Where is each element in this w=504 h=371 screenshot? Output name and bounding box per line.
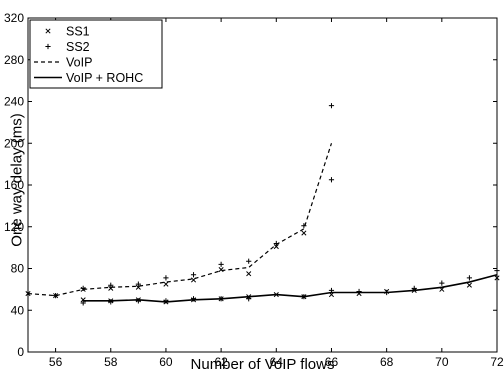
- x-tick-label: 62: [214, 355, 228, 369]
- series-line-voip-rohc: [83, 273, 498, 303]
- ss2-point: [190, 296, 197, 302]
- legend-label-voip-rohc: VoIP + ROHC: [66, 71, 143, 85]
- legend-box: [29, 19, 163, 89]
- ss2-point: [439, 280, 445, 286]
- ss1-point: [246, 271, 252, 277]
- y-tick-label: 320: [4, 11, 24, 25]
- axis-ticks: 56 58 60 62 64 66 68 70 72 0 40 80 120 160 200 240 280 32…: [4, 11, 504, 369]
- x-tick-label: 66: [325, 355, 339, 369]
- x-tick-label: 56: [49, 355, 63, 369]
- ss2-point: [466, 275, 473, 281]
- x-tick-label: 58: [104, 355, 118, 369]
- ss2-point: [328, 287, 335, 294]
- ss2-point: [135, 298, 141, 304]
- y-tick-label: 80: [11, 262, 25, 276]
- ss2-point: [384, 289, 390, 296]
- ss2-point: [273, 240, 279, 247]
- ss2-point: [163, 275, 169, 281]
- ss2-point: [246, 258, 252, 264]
- x-tick-label: 72: [490, 355, 504, 369]
- ss2-point: [190, 272, 197, 278]
- legend-marker-x: [45, 28, 51, 34]
- y-tick-label: 40: [11, 303, 25, 317]
- ss1-point: [163, 281, 169, 287]
- ss1-point: [301, 230, 307, 236]
- y-tick-label: 240: [4, 95, 24, 109]
- ss1-point: [108, 285, 114, 291]
- x-tick-label: 60: [159, 355, 173, 369]
- ss2-point: [218, 261, 224, 267]
- x-tick-label: 64: [270, 355, 284, 369]
- legend-label-ss2: SS2: [66, 40, 90, 54]
- legend-symbol-ss1: [45, 28, 51, 34]
- y-tick-label: 280: [4, 53, 24, 67]
- ss2-point: [108, 282, 114, 288]
- ss1-point: [328, 292, 335, 298]
- series-line-voip: [27, 143, 333, 297]
- ss1-point: [466, 282, 472, 288]
- ss1-point: [80, 297, 86, 303]
- ss2-point: [108, 299, 114, 305]
- ss2-point: [52, 293, 59, 299]
- ss2-point: [218, 296, 224, 302]
- ss2-point: [135, 281, 141, 287]
- ss1-point: [135, 284, 141, 290]
- ss2-point: [301, 223, 307, 229]
- y-tick-label: 160: [4, 178, 24, 192]
- ss2-point: [80, 300, 86, 306]
- ss2-point: [356, 288, 362, 295]
- legend: SS1 SS2 VoIP VoIP + ROHC: [29, 19, 163, 89]
- ss1-point: [273, 244, 279, 250]
- legend-label-ss1: SS1: [66, 25, 90, 39]
- ss2-point: [411, 285, 417, 291]
- x-axis-title: Number of VoIP flows: [191, 356, 335, 371]
- ss2-point: [246, 296, 252, 302]
- legend-label-voip: VoIP: [66, 56, 92, 70]
- y-tick-label: 120: [4, 220, 24, 234]
- ss2-point: [301, 294, 307, 300]
- y-tick-label: 0: [17, 345, 24, 359]
- legend-symbol-ss2: [45, 43, 51, 50]
- ss1-point: [190, 277, 197, 283]
- x-tick-label: 68: [380, 355, 394, 369]
- ss1-point: [218, 266, 224, 273]
- ss1-point: [439, 286, 445, 292]
- y-tick-label: 200: [4, 136, 24, 150]
- plot-series: [25, 103, 500, 306]
- ss2-point: [328, 177, 335, 183]
- ss2-point: [80, 285, 86, 291]
- y-axis-title: One way delay (ms): [9, 113, 26, 246]
- legend-marker-plus: [45, 43, 51, 50]
- x-tick-label: 70: [435, 355, 449, 369]
- ss2-point: [163, 298, 169, 304]
- ss2-point: [328, 103, 335, 109]
- ss1-point: [273, 292, 279, 298]
